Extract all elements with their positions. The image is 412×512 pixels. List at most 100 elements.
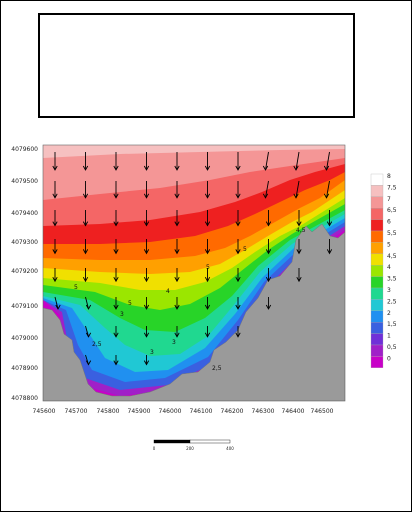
- legend-label: 1,5: [387, 321, 397, 328]
- x-tick-1: 745700: [65, 408, 88, 415]
- y-tick-5: 4079100: [11, 303, 38, 310]
- scale-bar-segment-1: [153, 439, 191, 444]
- vector-arrow: [85, 296, 89, 310]
- legend-label: 7: [387, 196, 391, 203]
- legend-label: 0,5: [387, 344, 397, 351]
- legend-label: 2,5: [387, 298, 397, 305]
- vector-arrowhead: [265, 276, 272, 283]
- vector-arrowhead: [262, 193, 269, 199]
- title-box: [38, 13, 355, 118]
- legend-swatch: [370, 356, 384, 368]
- vector-arrowhead: [174, 221, 180, 227]
- legend-label: 7,5: [387, 184, 397, 191]
- vector-arrowhead: [113, 304, 119, 310]
- legend-swatch: [370, 322, 384, 334]
- vector-arrowhead: [143, 221, 150, 227]
- legend-label: 6: [387, 219, 391, 226]
- contour-label: 5: [74, 284, 78, 291]
- contour-label: 5: [206, 264, 210, 271]
- x-tick-4: 746000: [159, 408, 182, 415]
- vector-arrowhead: [326, 221, 333, 227]
- y-tick-4: 4079200: [11, 268, 38, 275]
- legend-swatch: [370, 265, 384, 277]
- vector-arrowhead: [323, 165, 330, 171]
- vector-arrowhead: [293, 165, 299, 171]
- vector-arrowhead: [52, 276, 58, 283]
- scale-label-1: 200: [186, 446, 194, 451]
- contour-label: 3: [150, 349, 154, 356]
- vector-arrow: [265, 180, 269, 198]
- y-tick-8: 4078800: [11, 395, 38, 402]
- legend-label: 1: [387, 333, 391, 340]
- x-tick-2: 745800: [97, 408, 120, 415]
- vector-arrowhead: [113, 249, 119, 255]
- vector-arrowhead: [82, 165, 89, 171]
- y-tick-0: 4079600: [11, 146, 38, 153]
- legend-swatch: [370, 333, 384, 346]
- legend-label: 3,5: [387, 276, 397, 283]
- legend-swatch: [370, 344, 384, 357]
- legend-swatch: [370, 208, 384, 220]
- vector-arrow: [295, 180, 300, 198]
- legend-label: 4,5: [387, 253, 397, 260]
- plot-border: [42, 144, 346, 402]
- vector-arrowhead: [52, 249, 58, 255]
- vector-arrowhead: [323, 193, 330, 199]
- vector-arrowhead: [265, 304, 272, 310]
- legend-label: 8: [387, 173, 391, 180]
- land-area: [43, 223, 345, 401]
- scale-label-2: 400: [226, 446, 234, 451]
- vector-arrowhead: [204, 193, 211, 199]
- x-axis: 745600 745700 745800 745900 746000 74610…: [33, 408, 334, 415]
- vector-arrowhead: [174, 276, 180, 283]
- vector-arrowhead: [204, 221, 211, 227]
- x-tick-0: 745600: [33, 408, 56, 415]
- contour-label: 4,5: [296, 227, 306, 234]
- vector-arrowhead: [235, 332, 241, 338]
- vector-arrow: [326, 180, 330, 198]
- vector-arrowhead: [204, 165, 211, 171]
- vector-arrowhead: [113, 221, 119, 227]
- y-tick-2: 4079400: [11, 210, 38, 217]
- vector-arrowhead: [85, 304, 92, 310]
- y-axis: 4079600 4079500 4079400 4079300 4079200 …: [11, 146, 38, 402]
- vector-arrowhead: [52, 221, 58, 227]
- vector-arrowhead: [174, 304, 180, 310]
- legend: 8 7,5 7 6,5 6 5,5 5 4,5 4 3,5 3 2,5 2 1,5 1 0,5 0: [370, 173, 397, 368]
- vector-arrowhead: [174, 165, 180, 171]
- vector-field: [52, 151, 333, 366]
- vector-arrowhead: [143, 360, 150, 366]
- legend-swatch: [370, 196, 384, 209]
- vector-arrowhead: [82, 276, 89, 283]
- scale-label-0: 0: [153, 446, 156, 451]
- vector-arrowhead: [82, 249, 89, 255]
- vector-arrowhead: [293, 193, 299, 199]
- vector-arrowhead: [296, 249, 302, 255]
- vector-arrowhead: [235, 193, 241, 199]
- vector-arrowhead: [265, 249, 272, 255]
- legend-swatch: [370, 219, 384, 232]
- vector-arrowhead: [204, 276, 211, 283]
- vector-arrowhead: [85, 332, 92, 338]
- vector-arrowhead: [143, 193, 150, 199]
- contour-label: 2,5: [212, 365, 222, 372]
- vector-arrowhead: [174, 249, 180, 255]
- legend-label: 5,5: [387, 230, 397, 237]
- vector-arrowhead: [82, 193, 89, 199]
- vector-arrowhead: [52, 165, 58, 171]
- vector-arrow: [295, 151, 300, 171]
- vector-arrowhead: [174, 332, 180, 338]
- y-tick-6: 4079000: [11, 335, 38, 342]
- legend-label: 3: [387, 287, 391, 294]
- scale-bar-segment-2: [189, 439, 231, 444]
- x-tick-9: 746500: [311, 408, 334, 415]
- y-tick-7: 4078900: [11, 365, 38, 372]
- legend-label: 6,5: [387, 207, 397, 214]
- vector-arrowhead: [204, 332, 211, 338]
- vector-arrowhead: [82, 221, 89, 227]
- band-12: [43, 145, 345, 200]
- vector-arrowhead: [113, 276, 119, 283]
- legend-label: 4: [387, 264, 391, 271]
- vector-arrowhead: [143, 249, 150, 255]
